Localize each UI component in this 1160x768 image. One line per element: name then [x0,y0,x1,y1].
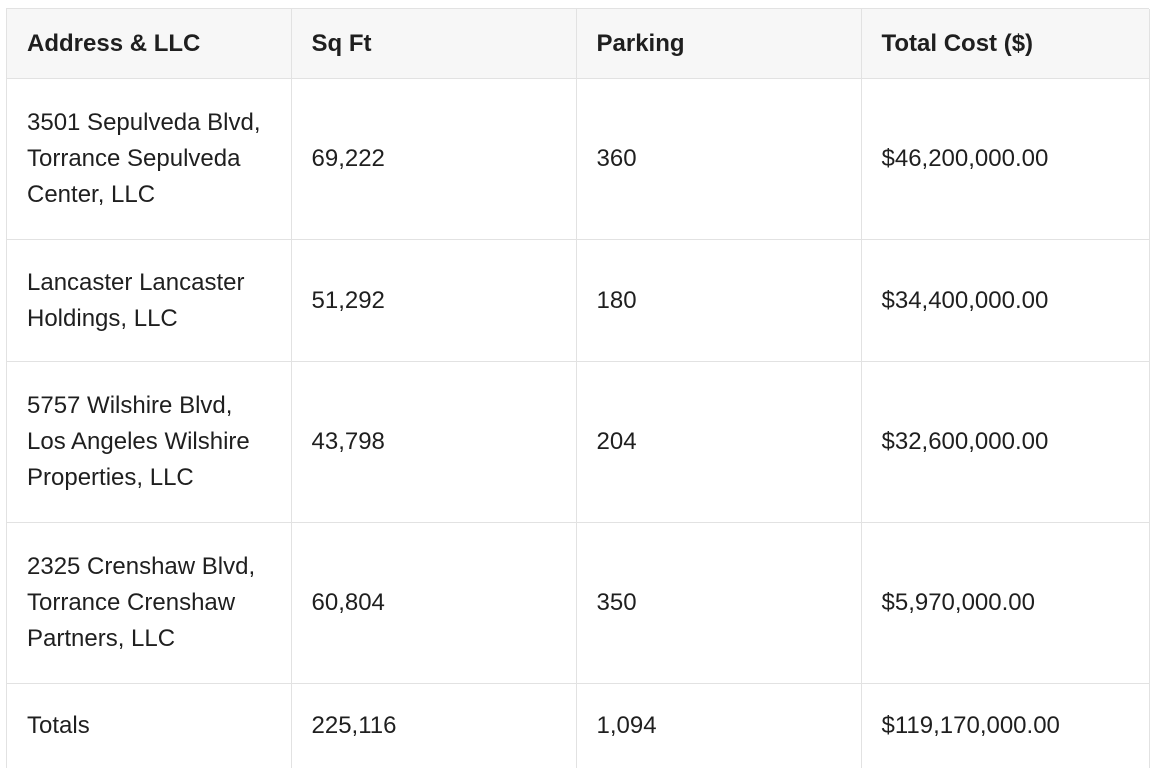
column-header-sqft: Sq Ft [291,9,576,79]
address-text: Lancaster Lancaster Holdings, LLC [27,265,271,337]
sqft-cell: 51,292 [291,240,576,362]
column-header-address: Address & LLC [7,9,291,79]
parking-cell: 350 [576,523,861,684]
cost-cell: $46,200,000.00 [861,79,1149,240]
parking-cell: 204 [576,362,861,523]
sqft-cell: 43,798 [291,362,576,523]
cost-cell: $32,600,000.00 [861,362,1149,523]
parking-cell: 360 [576,79,861,240]
sqft-cell: 69,222 [291,79,576,240]
table-row: Lancaster Lancaster Holdings, LLC 51,292… [7,240,1149,362]
totals-cost: $119,170,000.00 [861,684,1149,768]
address-text: 2325 Crenshaw Blvd, Torrance Crenshaw Pa… [27,549,271,657]
column-header-total-cost: Total Cost ($) [861,9,1149,79]
table-header: Address & LLC Sq Ft Parking Total Cost (… [7,9,1149,79]
property-table: Address & LLC Sq Ft Parking Total Cost (… [7,9,1150,768]
parking-cell: 180 [576,240,861,362]
table-body: 3501 Sepulveda Blvd, Torrance Sepulveda … [7,79,1149,768]
address-cell: 3501 Sepulveda Blvd, Torrance Sepulveda … [7,79,291,240]
table-row: 5757 Wilshire Blvd, Los Angeles Wilshire… [7,362,1149,523]
address-cell: 2325 Crenshaw Blvd, Torrance Crenshaw Pa… [7,523,291,684]
address-cell: Lancaster Lancaster Holdings, LLC [7,240,291,362]
property-table-container: Address & LLC Sq Ft Parking Total Cost (… [6,8,1149,768]
table-row: 3501 Sepulveda Blvd, Torrance Sepulveda … [7,79,1149,240]
cost-cell: $34,400,000.00 [861,240,1149,362]
address-cell: 5757 Wilshire Blvd, Los Angeles Wilshire… [7,362,291,523]
column-header-parking: Parking [576,9,861,79]
totals-label: Totals [7,684,291,768]
totals-sqft: 225,116 [291,684,576,768]
totals-parking: 1,094 [576,684,861,768]
header-row: Address & LLC Sq Ft Parking Total Cost (… [7,9,1149,79]
cost-cell: $5,970,000.00 [861,523,1149,684]
sqft-cell: 60,804 [291,523,576,684]
address-text: 5757 Wilshire Blvd, Los Angeles Wilshire… [27,388,271,496]
table-row: 2325 Crenshaw Blvd, Torrance Crenshaw Pa… [7,523,1149,684]
totals-row: Totals 225,116 1,094 $119,170,000.00 [7,684,1149,768]
address-text: 3501 Sepulveda Blvd, Torrance Sepulveda … [27,105,271,213]
